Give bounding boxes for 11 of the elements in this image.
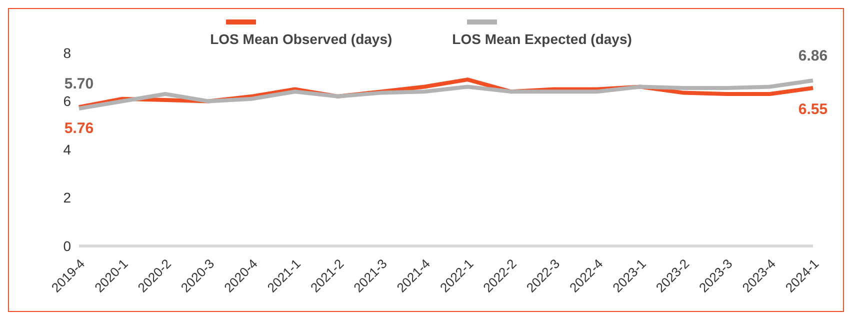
y-tick-label: 8 bbox=[63, 44, 72, 61]
data-label: 5.76 bbox=[64, 120, 94, 138]
data-label: 6.86 bbox=[798, 48, 828, 65]
y-tick-label: 2 bbox=[63, 190, 72, 206]
legend-label: LOS Mean Observed (days) bbox=[210, 31, 392, 47]
y-tick-label: 0 bbox=[63, 238, 72, 254]
data-label: 5.70 bbox=[64, 75, 94, 92]
y-tick-label: 6 bbox=[63, 93, 72, 110]
data-label: 6.55 bbox=[798, 100, 828, 118]
y-tick-label: 4 bbox=[63, 141, 72, 158]
legend-label: LOS Mean Expected (days) bbox=[452, 31, 632, 47]
